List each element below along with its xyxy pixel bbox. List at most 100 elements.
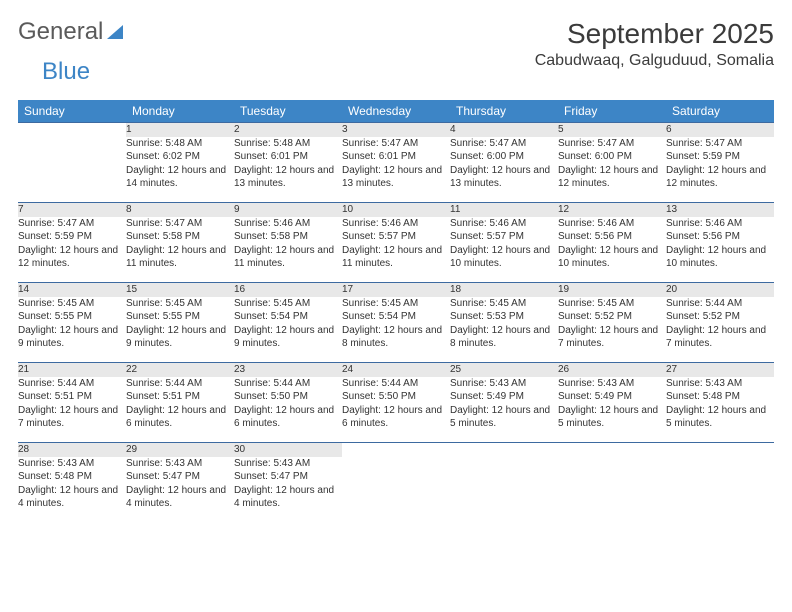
- day-info-cell: Sunrise: 5:44 AMSunset: 5:51 PMDaylight:…: [18, 377, 126, 443]
- sunset-text: Sunset: 5:52 PM: [666, 310, 774, 324]
- day-number-cell: 19: [558, 283, 666, 297]
- day-number-cell: 9: [234, 203, 342, 217]
- daylight-text: Daylight: 12 hours and 13 minutes.: [234, 164, 342, 191]
- sunset-text: Sunset: 5:57 PM: [342, 230, 450, 244]
- day-info-cell: [666, 457, 774, 523]
- day-info-row: Sunrise: 5:47 AMSunset: 5:59 PMDaylight:…: [18, 217, 774, 283]
- day-number-row: 282930: [18, 443, 774, 457]
- sunrise-text: Sunrise: 5:46 AM: [558, 217, 666, 231]
- daylight-text: Daylight: 12 hours and 12 minutes.: [666, 164, 774, 191]
- logo-sail-icon: [105, 23, 125, 41]
- day-number-cell: 15: [126, 283, 234, 297]
- day-number-cell: 20: [666, 283, 774, 297]
- daylight-text: Daylight: 12 hours and 10 minutes.: [558, 244, 666, 271]
- sunrise-text: Sunrise: 5:47 AM: [666, 137, 774, 151]
- day-number-cell: 22: [126, 363, 234, 377]
- day-number-cell: [342, 443, 450, 457]
- daylight-text: Daylight: 12 hours and 5 minutes.: [666, 404, 774, 431]
- sunrise-text: Sunrise: 5:44 AM: [666, 297, 774, 311]
- day-number-cell: 17: [342, 283, 450, 297]
- day-info-cell: Sunrise: 5:45 AMSunset: 5:55 PMDaylight:…: [18, 297, 126, 363]
- day-number-cell: 14: [18, 283, 126, 297]
- weekday-header: Monday: [126, 100, 234, 123]
- daylight-text: Daylight: 12 hours and 13 minutes.: [450, 164, 558, 191]
- sunrise-text: Sunrise: 5:44 AM: [234, 377, 342, 391]
- logo: General: [18, 18, 125, 46]
- day-number-cell: 3: [342, 123, 450, 137]
- day-number-cell: 7: [18, 203, 126, 217]
- sunrise-text: Sunrise: 5:44 AM: [18, 377, 126, 391]
- daylight-text: Daylight: 12 hours and 9 minutes.: [126, 324, 234, 351]
- sunset-text: Sunset: 5:55 PM: [18, 310, 126, 324]
- daylight-text: Daylight: 12 hours and 7 minutes.: [18, 404, 126, 431]
- daylight-text: Daylight: 12 hours and 10 minutes.: [666, 244, 774, 271]
- sunset-text: Sunset: 5:57 PM: [450, 230, 558, 244]
- sunset-text: Sunset: 5:49 PM: [450, 390, 558, 404]
- day-number-cell: 11: [450, 203, 558, 217]
- day-info-cell: Sunrise: 5:46 AMSunset: 5:58 PMDaylight:…: [234, 217, 342, 283]
- sunset-text: Sunset: 5:58 PM: [234, 230, 342, 244]
- sunset-text: Sunset: 5:54 PM: [342, 310, 450, 324]
- day-info-cell: Sunrise: 5:45 AMSunset: 5:52 PMDaylight:…: [558, 297, 666, 363]
- daylight-text: Daylight: 12 hours and 14 minutes.: [126, 164, 234, 191]
- sunrise-text: Sunrise: 5:44 AM: [342, 377, 450, 391]
- day-number-row: 78910111213: [18, 203, 774, 217]
- sunrise-text: Sunrise: 5:43 AM: [126, 457, 234, 471]
- day-info-cell: Sunrise: 5:44 AMSunset: 5:50 PMDaylight:…: [234, 377, 342, 443]
- day-info-cell: Sunrise: 5:46 AMSunset: 5:57 PMDaylight:…: [450, 217, 558, 283]
- sunrise-text: Sunrise: 5:47 AM: [126, 217, 234, 231]
- day-info-cell: Sunrise: 5:43 AMSunset: 5:48 PMDaylight:…: [18, 457, 126, 523]
- sunset-text: Sunset: 6:02 PM: [126, 150, 234, 164]
- day-number-row: 21222324252627: [18, 363, 774, 377]
- sunrise-text: Sunrise: 5:43 AM: [558, 377, 666, 391]
- weekday-header-row: Sunday Monday Tuesday Wednesday Thursday…: [18, 100, 774, 123]
- sunrise-text: Sunrise: 5:46 AM: [666, 217, 774, 231]
- day-info-cell: Sunrise: 5:47 AMSunset: 6:01 PMDaylight:…: [342, 137, 450, 203]
- day-number-row: 14151617181920: [18, 283, 774, 297]
- title-block: September 2025 Cabudwaaq, Galguduud, Som…: [535, 18, 774, 70]
- sunset-text: Sunset: 6:00 PM: [450, 150, 558, 164]
- daylight-text: Daylight: 12 hours and 11 minutes.: [234, 244, 342, 271]
- sunrise-text: Sunrise: 5:45 AM: [126, 297, 234, 311]
- sunrise-text: Sunrise: 5:44 AM: [126, 377, 234, 391]
- sunrise-text: Sunrise: 5:47 AM: [558, 137, 666, 151]
- day-info-row: Sunrise: 5:44 AMSunset: 5:51 PMDaylight:…: [18, 377, 774, 443]
- sunset-text: Sunset: 5:48 PM: [666, 390, 774, 404]
- day-info-cell: Sunrise: 5:47 AMSunset: 6:00 PMDaylight:…: [558, 137, 666, 203]
- day-info-cell: Sunrise: 5:46 AMSunset: 5:56 PMDaylight:…: [558, 217, 666, 283]
- day-number-cell: 29: [126, 443, 234, 457]
- sunrise-text: Sunrise: 5:46 AM: [450, 217, 558, 231]
- day-number-cell: 24: [342, 363, 450, 377]
- sunrise-text: Sunrise: 5:45 AM: [342, 297, 450, 311]
- sunset-text: Sunset: 5:51 PM: [126, 390, 234, 404]
- day-info-cell: Sunrise: 5:45 AMSunset: 5:53 PMDaylight:…: [450, 297, 558, 363]
- day-info-cell: Sunrise: 5:43 AMSunset: 5:49 PMDaylight:…: [558, 377, 666, 443]
- sunset-text: Sunset: 6:00 PM: [558, 150, 666, 164]
- sunset-text: Sunset: 5:59 PM: [666, 150, 774, 164]
- daylight-text: Daylight: 12 hours and 6 minutes.: [234, 404, 342, 431]
- daylight-text: Daylight: 12 hours and 11 minutes.: [126, 244, 234, 271]
- sunrise-text: Sunrise: 5:47 AM: [450, 137, 558, 151]
- weekday-header: Friday: [558, 100, 666, 123]
- sunset-text: Sunset: 5:54 PM: [234, 310, 342, 324]
- month-title: September 2025: [535, 18, 774, 50]
- day-number-cell: 21: [18, 363, 126, 377]
- sunset-text: Sunset: 5:55 PM: [126, 310, 234, 324]
- daylight-text: Daylight: 12 hours and 8 minutes.: [450, 324, 558, 351]
- day-number-cell: [450, 443, 558, 457]
- daylight-text: Daylight: 12 hours and 9 minutes.: [234, 324, 342, 351]
- day-number-cell: 13: [666, 203, 774, 217]
- daylight-text: Daylight: 12 hours and 5 minutes.: [450, 404, 558, 431]
- daylight-text: Daylight: 12 hours and 8 minutes.: [342, 324, 450, 351]
- day-number-cell: 8: [126, 203, 234, 217]
- day-number-cell: 5: [558, 123, 666, 137]
- daylight-text: Daylight: 12 hours and 4 minutes.: [234, 484, 342, 511]
- day-number-cell: 28: [18, 443, 126, 457]
- sunrise-text: Sunrise: 5:45 AM: [450, 297, 558, 311]
- day-info-cell: [342, 457, 450, 523]
- day-info-cell: Sunrise: 5:46 AMSunset: 5:56 PMDaylight:…: [666, 217, 774, 283]
- sunrise-text: Sunrise: 5:45 AM: [234, 297, 342, 311]
- day-number-cell: 30: [234, 443, 342, 457]
- sunset-text: Sunset: 5:47 PM: [234, 470, 342, 484]
- day-number-cell: [18, 123, 126, 137]
